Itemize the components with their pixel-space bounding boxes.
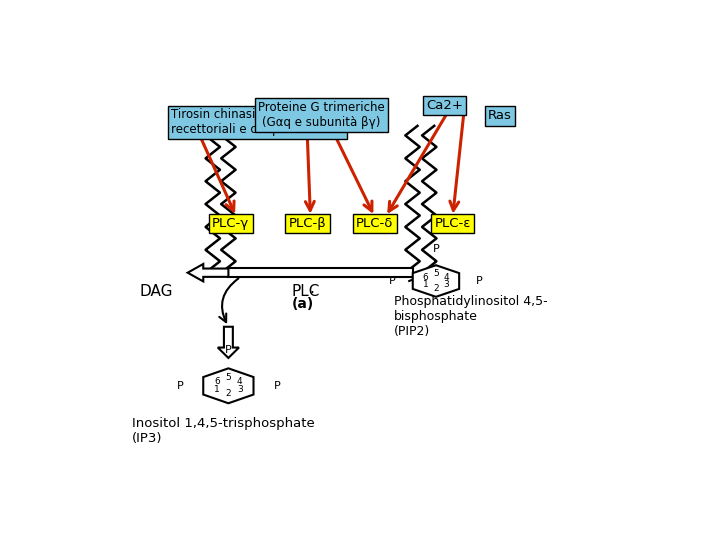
Polygon shape (413, 265, 459, 297)
Text: 4: 4 (237, 377, 243, 386)
Text: P: P (433, 244, 439, 254)
Polygon shape (203, 368, 253, 403)
Text: PLC-β: PLC-β (289, 217, 326, 230)
Text: PLC-δ: PLC-δ (356, 217, 393, 230)
Text: DAG: DAG (139, 284, 173, 299)
Text: 6: 6 (423, 273, 428, 282)
Text: 3: 3 (444, 280, 449, 289)
Text: .: . (310, 281, 314, 296)
Text: P: P (225, 345, 232, 355)
Text: P: P (176, 381, 183, 391)
Bar (228, 268, 413, 277)
Text: Phosphatidylinositol 4,5-
bisphosphate
(PIP2): Phosphatidylinositol 4,5- bisphosphate (… (394, 295, 548, 338)
Text: PLC: PLC (292, 284, 320, 299)
Text: (a): (a) (292, 297, 314, 311)
Text: Ca2+: Ca2+ (426, 99, 463, 112)
Text: P: P (389, 276, 396, 286)
Text: PLC-γ: PLC-γ (212, 217, 249, 230)
Text: 5: 5 (433, 269, 438, 279)
Text: 1: 1 (215, 385, 220, 394)
Text: 2: 2 (225, 389, 231, 398)
Text: Ras: Ras (488, 109, 512, 122)
Text: 6: 6 (215, 377, 220, 386)
Polygon shape (217, 327, 239, 358)
Polygon shape (188, 264, 228, 281)
Text: P: P (274, 381, 280, 391)
Text: 5: 5 (225, 374, 231, 382)
Text: 4: 4 (444, 273, 449, 282)
Text: Tirosin chinasi
recettoriali e citoplasmatiche: Tirosin chinasi recettoriali e citoplasm… (171, 109, 344, 137)
Text: Proteine G trimeriche
(Gαq e subunità βγ): Proteine G trimeriche (Gαq e subunità βγ… (258, 102, 385, 130)
Text: 2: 2 (433, 284, 438, 293)
Text: PLC-ε: PLC-ε (434, 217, 471, 230)
Text: 3: 3 (237, 385, 243, 394)
Text: 1: 1 (423, 280, 428, 289)
Text: Inositol 1,4,5-trisphosphate
(IP3): Inositol 1,4,5-trisphosphate (IP3) (132, 417, 315, 445)
Text: P: P (476, 276, 483, 286)
